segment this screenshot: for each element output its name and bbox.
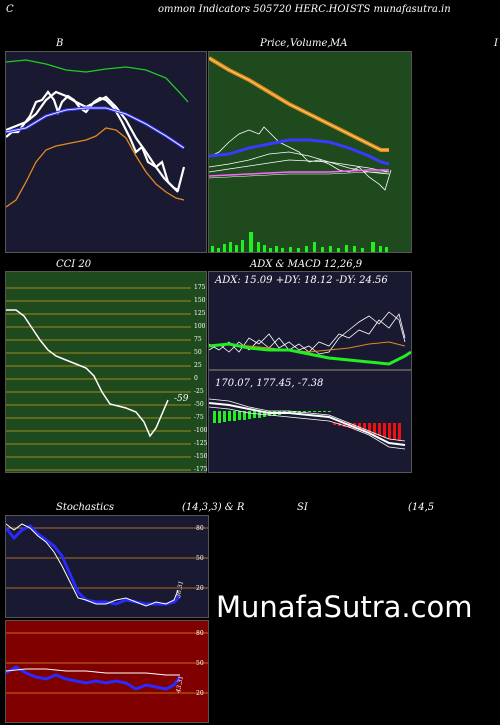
cci-tick-label: -125 [194,440,208,447]
ma-title: MA [330,38,348,49]
volume-title: Volume, [290,38,331,49]
price-chart [209,56,392,252]
cci-tick-label: 175 [194,284,206,291]
extra-title: I [494,38,498,49]
bollinger-panel [5,51,207,253]
rsi-value: 43.31 [175,675,185,694]
price-panel [208,51,412,253]
bollinger-title: B [56,38,64,49]
cci-tick-label: 25 [194,362,202,369]
rsi-panel: 43.31 80 50 20 [5,620,209,723]
cci-tick-label: 50 [194,349,202,356]
cci-title: CCI 20 [56,259,92,270]
cci-tick-label: 0 [194,375,198,382]
adx-readout: ADX: 15.09 +DY: 18.12 -DY: 24.56 [215,275,388,286]
stoch-title: Stochastics [56,502,114,513]
watermark: MunafaSutra.com [216,590,473,624]
cci-tick-label: -175 [194,466,208,473]
rsi-tick-20: 20 [196,690,204,697]
rsi-tick-50: 50 [196,660,204,667]
stochastics-panel: 36.31 80 50 20 [5,515,209,618]
macd-panel: 170.07, 177.45, -7.38 [208,370,412,473]
cci-chart [6,287,191,471]
price-title: Price, [260,38,290,49]
rsi-chart: 43.31 [6,632,208,694]
cci-tick-label: 150 [194,297,206,304]
stoch-params: (14,3,3) & R [182,502,245,513]
rsi-tick-80: 80 [196,630,204,637]
header-left: C [6,4,14,15]
cci-tick-label: -75 [194,414,204,421]
cci-tick-label: -150 [194,453,208,460]
cci-panel [5,271,207,473]
adx-panel: ADX: 15.09 +DY: 18.12 -DY: 24.56 [208,271,412,370]
cci-tick-label: -25 [194,388,204,395]
cci-tick-label: -100 [194,427,208,434]
cci-tick-label: -50 [194,401,204,408]
macd-readout: 170.07, 177.45, -7.38 [215,378,324,389]
rsi-title: SI [297,502,308,513]
stoch-value: 36.31 [175,580,185,598]
cci-tick-label: 100 [194,323,206,330]
stoch-tick-50: 50 [196,555,204,562]
rsi-params: (14,5 [408,502,435,513]
adx-title: ADX & MACD 12,26,9 [250,259,363,270]
adx-chart [209,311,411,366]
header-title: ommon Indicators 505720 HERC.HOI [158,4,350,15]
cci-tick-label: 125 [194,310,206,317]
cci-value: -59 [174,394,189,404]
stoch-tick-20: 20 [196,585,204,592]
bollinger-chart [6,59,189,208]
header-site: STS munafasutra.in [350,4,451,15]
stoch-tick-80: 80 [196,525,204,532]
stochastics-chart: 36.31 [6,523,208,607]
macd-chart [209,398,406,450]
cci-tick-label: 75 [194,336,202,343]
